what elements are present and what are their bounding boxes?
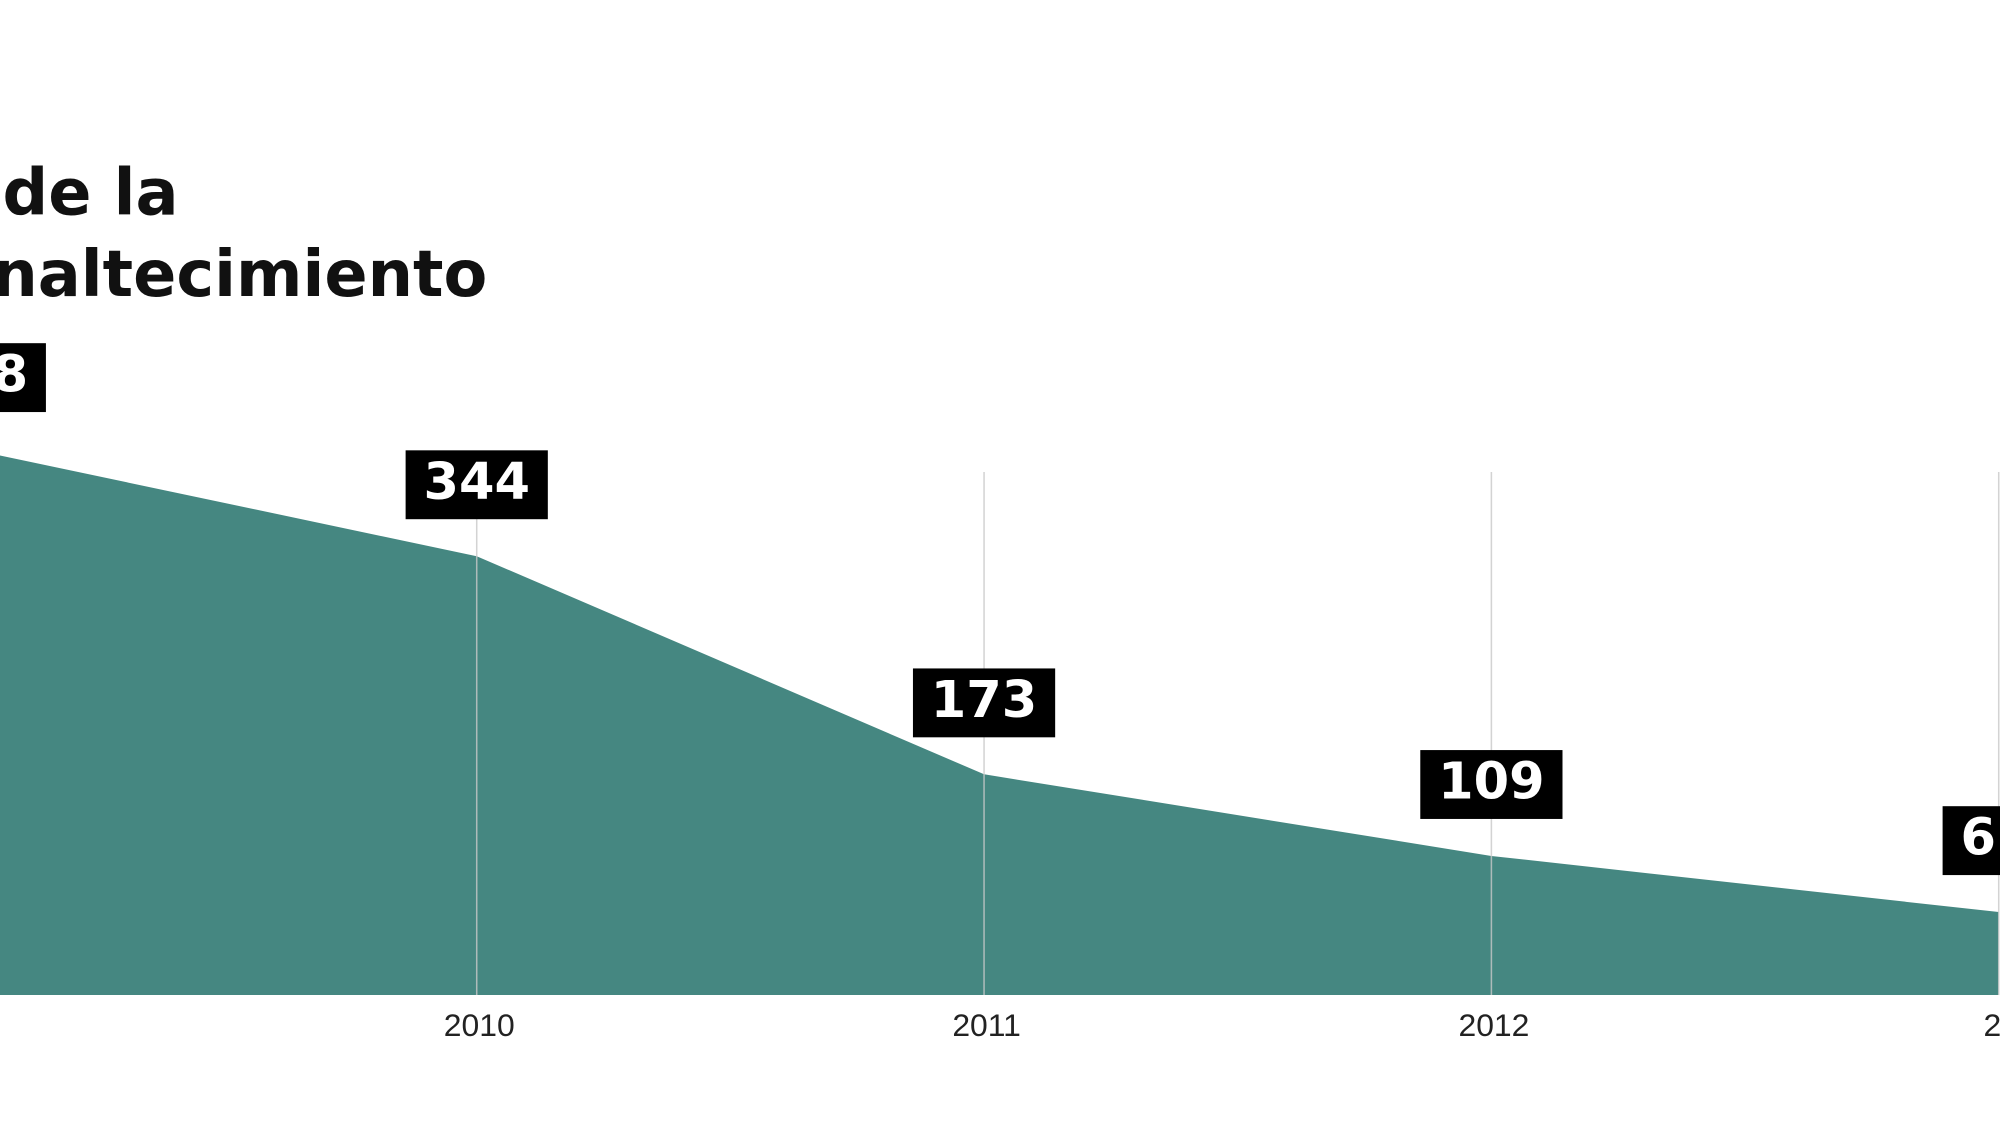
- area: [0, 455, 1999, 995]
- value-label-text: 173: [931, 671, 1037, 730]
- value-label: 109: [1420, 750, 1563, 819]
- value-label: 173: [912, 668, 1056, 738]
- chart-title-line: de la: [3, 156, 179, 230]
- value-label-box: [0, 343, 46, 413]
- x-tick-label: 20: [1984, 1007, 2000, 1043]
- value-label: 344: [405, 450, 548, 520]
- value-label-text: 8: [0, 346, 28, 405]
- value-label-box: [1942, 806, 2000, 876]
- value-label-box: [912, 668, 1056, 738]
- value-label-text: 109: [1438, 753, 1545, 812]
- x-tick-label: 2011: [952, 1007, 1021, 1043]
- x-tick-label: 2012: [1458, 1007, 1529, 1043]
- x-tick-label: 2010: [444, 1007, 515, 1043]
- value-label-box: [405, 450, 548, 520]
- value-label-box: [1420, 750, 1563, 819]
- value-label-text: 344: [423, 453, 530, 512]
- value-label: 8: [0, 343, 46, 413]
- chart-title-line: naltecimiento: [0, 238, 487, 312]
- area-layer: [0, 455, 1999, 995]
- value-label: 6: [1942, 806, 2000, 876]
- value-label-text: 6: [1960, 809, 1996, 868]
